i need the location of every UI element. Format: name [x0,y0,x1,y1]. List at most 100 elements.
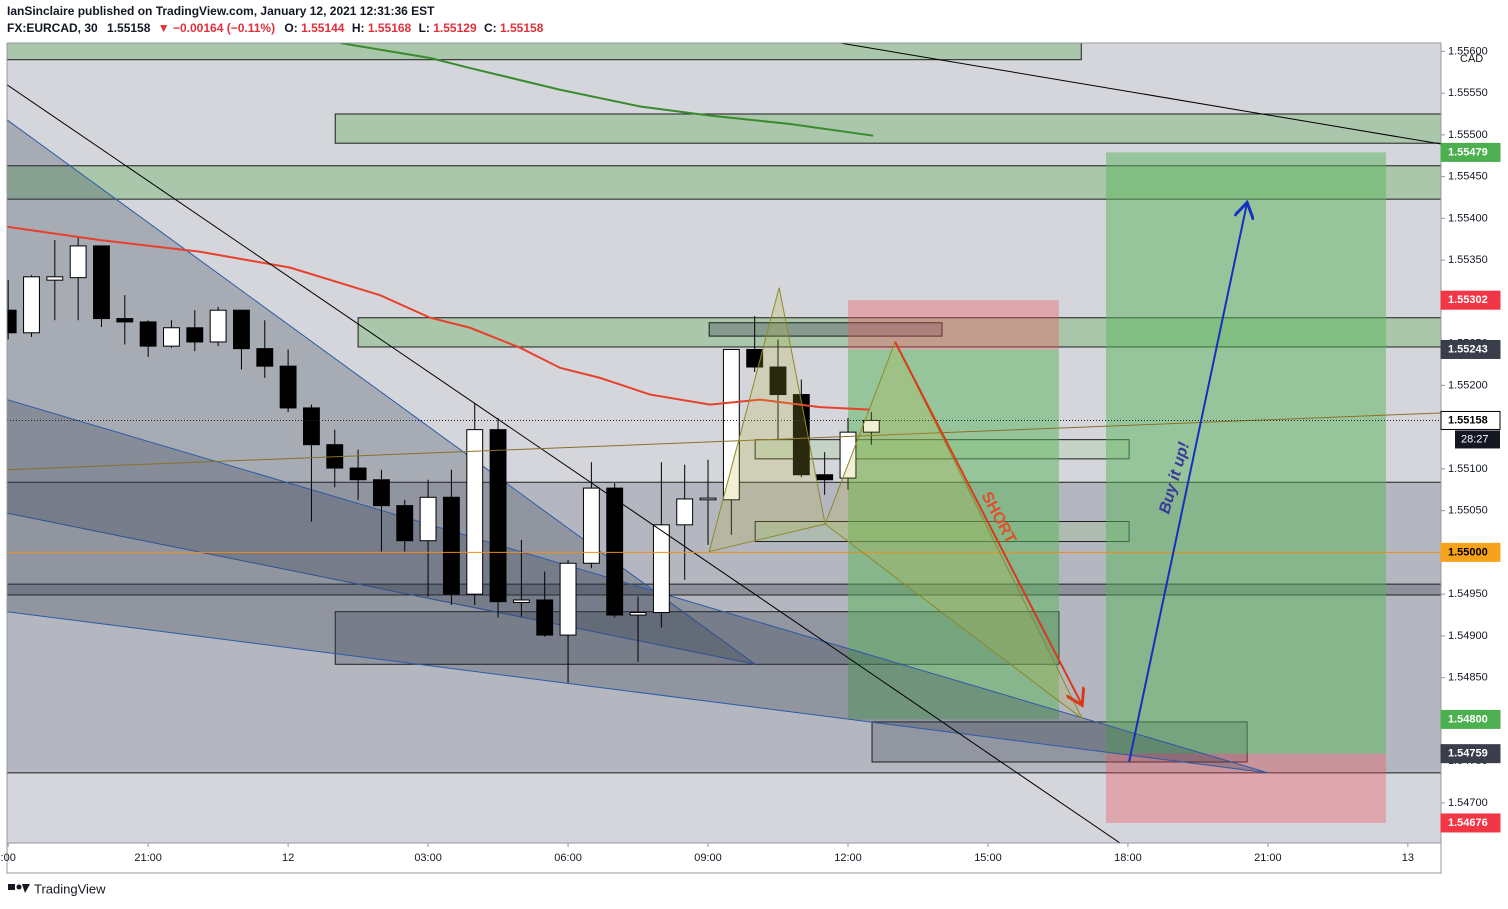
y-tick-label: 1.55050 [1448,505,1488,517]
candle-body [442,496,460,595]
x-tick-label: 06:00 [554,852,582,864]
close-label: C: [484,21,497,35]
candle-body [69,245,87,279]
candle-body [233,309,250,350]
price-badge [1440,813,1501,833]
x-tick-label: 21:00 [134,852,162,864]
price-badge-label: 1.55158 [1448,414,1488,426]
change: ▼ −0.00164 (−0.11%) [158,21,275,35]
candle-body [839,431,857,479]
price-badge [1440,410,1501,430]
y-tick-label: 1.55600 [1448,45,1488,57]
price-badge [1440,290,1501,310]
plot-frame [6,42,1442,874]
open-value: 1.55144 [301,21,345,35]
price-badge [1440,709,1501,729]
candle-body [792,394,810,476]
zone [7,43,1082,61]
brand-name: TradingView [34,881,106,896]
open-label: O: [284,21,297,35]
trend-line [7,84,1121,843]
position-profit [847,349,1059,720]
countdown: 28:27 [1461,433,1489,445]
candle-body [139,321,157,347]
close-value: 1.55158 [500,21,544,35]
price-badge [1440,142,1501,162]
price-badge [1440,339,1501,359]
position-profit [1106,152,1386,754]
wedge [7,119,756,665]
candle-body [769,366,787,396]
candle-body [349,467,367,481]
axes: 1.547001.547501.548001.548501.549001.549… [1,45,1501,864]
arrow [1128,202,1247,763]
y-tick-label: 1.54950 [1448,588,1488,600]
y-tick-label: 1.55400 [1448,212,1488,224]
candle-body [746,348,764,368]
x-tick-label: 09:00 [694,852,722,864]
x-tick-label: 12 [282,852,294,864]
candle-body [209,309,227,343]
candle-body [512,599,530,603]
candle-body [7,309,17,334]
candle-body [46,276,64,281]
y-tick-label: 1.55450 [1448,171,1488,183]
x-tick-label: 18:00 [1114,852,1142,864]
x-tick-label: 15:00 [974,852,1002,864]
position-loss [847,300,1059,350]
candle-body [396,505,414,542]
candle-body [559,562,577,636]
trend-line [839,43,1441,145]
candle-body [489,429,507,603]
y-tick-label: 1.54700 [1448,797,1488,809]
price-badge-label: 1.55000 [1448,546,1488,558]
price-badge-label: 1.54759 [1448,748,1488,760]
x-tick-label: 13 [1402,852,1414,864]
pattern-triangle [824,340,1083,719]
candle-body [163,327,180,347]
low-label: L: [419,21,430,35]
currency-label: CAD [1460,53,1483,65]
y-tick-label: 1.55350 [1448,254,1488,266]
x-tick-label: 12:00 [834,852,862,864]
candle-body [652,524,670,614]
high-label: H: [352,21,365,35]
trend-line [7,412,1441,471]
y-tick-label: 1.55500 [1448,129,1488,141]
candle-body [816,474,834,481]
position-loss [1106,753,1386,823]
zone [334,113,1441,144]
candle-body [606,487,624,616]
candle-body [93,245,110,320]
candle-body [279,365,297,409]
price-badge-label: 1.54800 [1448,713,1488,725]
zone [7,583,1441,596]
price-badge-label: 1.55243 [1448,343,1488,355]
x-tick-label: :00 [1,852,16,864]
price-badge [1440,542,1501,562]
arrow [894,341,1082,705]
low-value: 1.55129 [433,21,477,35]
high-value: 1.55168 [368,21,412,35]
candle-body [536,599,554,636]
candle-body [256,348,274,367]
y-tick-label: 1.55200 [1448,379,1488,391]
trend-line [7,225,871,411]
published-line: IanSinclaire published on TradingView.co… [7,4,435,18]
candle-body [676,498,694,526]
candle-body [722,348,740,501]
candle-body [582,487,600,564]
candle-body [303,407,320,446]
trend-line [339,43,874,137]
brand-logo [8,884,30,893]
candle-body [372,479,390,507]
pattern-triangle [708,287,826,553]
y-tick-label: 1.54900 [1448,630,1488,642]
candle-body [116,318,134,323]
candle-body [699,497,717,501]
candle-body [186,327,204,343]
last-price: 1.55158 [107,21,151,35]
